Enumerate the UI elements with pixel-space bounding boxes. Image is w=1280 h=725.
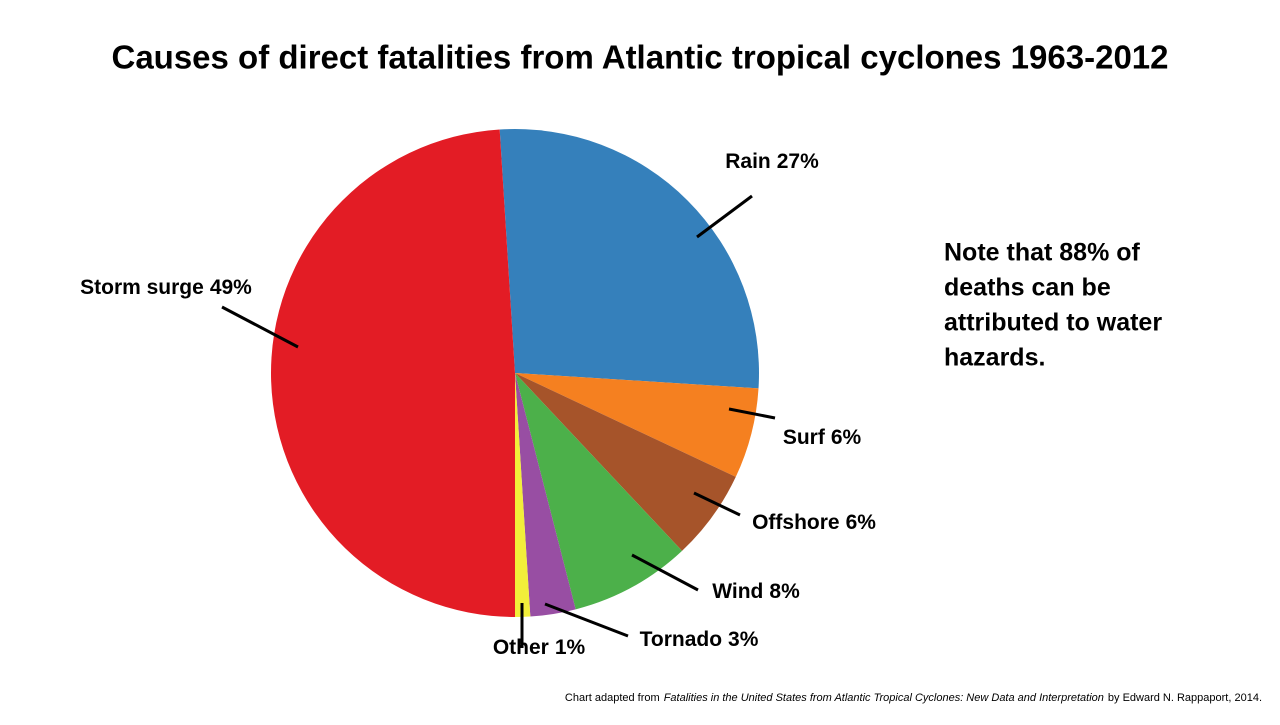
pie-slice	[515, 373, 531, 617]
value-label: 1%	[555, 636, 586, 659]
value-label: 8%	[769, 580, 800, 603]
category-name: Rain	[725, 150, 771, 173]
value-label: 6%	[846, 511, 877, 534]
category-name: Offshore	[752, 511, 840, 534]
pie-slice	[515, 373, 683, 610]
value-label: 49%	[210, 276, 252, 299]
leader-line	[693, 491, 741, 517]
category-name: Surf	[783, 426, 826, 449]
slice-label: Offshore 6%	[752, 511, 876, 534]
slice-label: Surf 6%	[783, 426, 862, 449]
slice-label: Wind 8%	[712, 580, 800, 603]
pie-slice	[515, 373, 736, 551]
slice-label: Tornado 3%	[640, 628, 759, 651]
value-label: 27%	[777, 150, 819, 173]
pie-slice	[499, 129, 759, 389]
slice-label: Other 1%	[493, 636, 586, 659]
source-title: Fatalities in the United States from Atl…	[664, 692, 1104, 704]
leader-line	[728, 407, 776, 420]
value-label: 3%	[728, 628, 759, 651]
note-line: Note that 88% of	[944, 239, 1141, 267]
category-name: Tornado	[640, 628, 722, 651]
note: Note that 88% of deaths can be attribute…	[944, 239, 1162, 372]
note-line: hazards.	[944, 344, 1045, 372]
leader-line	[631, 553, 699, 592]
chart-title: Causes of direct fatalities from Atlanti…	[111, 39, 1168, 76]
category-name: Storm surge	[80, 276, 204, 299]
note-line: attributed to water	[944, 309, 1162, 337]
source: Chart adapted from Fatalities in the Unit…	[565, 692, 1262, 704]
leader-line	[221, 305, 299, 349]
pie-slice	[515, 373, 576, 617]
leader-line	[544, 602, 629, 638]
pie-slice	[271, 129, 515, 617]
slice-label: Storm surge 49%	[80, 276, 252, 299]
slice-label: Rain 27%	[725, 150, 819, 173]
category-name: Other	[493, 636, 549, 659]
leader-line	[696, 194, 753, 239]
note-line: deaths can be	[944, 274, 1111, 302]
pie-slice	[515, 373, 759, 477]
source-prefix: Chart adapted from	[565, 692, 660, 704]
source-suffix: by Edward N. Rappaport, 2014.	[1108, 692, 1262, 704]
category-name: Wind	[712, 580, 763, 603]
value-label: 6%	[831, 426, 862, 449]
